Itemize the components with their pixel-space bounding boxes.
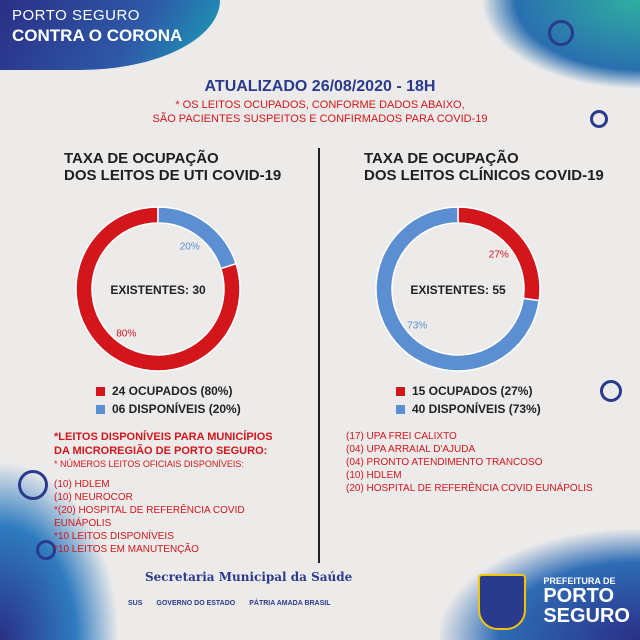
data-label: 73%	[407, 320, 427, 331]
footer-secretaria: Secretaria Municipal da Saúde	[145, 570, 353, 584]
legend-label: 40 DISPONÍVEIS (73%)	[412, 402, 541, 416]
legend-label: 06 DISPONÍVEIS (20%)	[112, 402, 241, 416]
legend: 24 OCUPADOS (80%) 06 DISPONÍVEIS (20%)	[96, 384, 241, 420]
brand-logo: PORTO SEGURO CONTRA O CORONA	[12, 8, 182, 44]
center-label: EXISTENTES: 55	[410, 283, 506, 297]
list-item: *10 LEITOS DISPONÍVEIS	[54, 531, 174, 543]
panel-title-line1: TAXA DE OCUPAÇÃO	[364, 150, 519, 167]
updated-date: ATUALIZADO 26/08/2020 - 18H	[204, 78, 436, 95]
legend: 15 OCUPADOS (27%) 40 DISPONÍVEIS (73%)	[396, 384, 541, 420]
notes-uti: *LEITOS DISPONÍVEIS PARA MUNICÍPIOS DA M…	[54, 430, 294, 556]
notes-title-line1: *LEITOS DISPONÍVEIS PARA MUNICÍPIOS	[54, 431, 273, 443]
list-item: *(20) HOSPITAL DE REFERÊNCIA COVID EUNÁP…	[54, 505, 245, 530]
governo-logo: GOVERNO DO ESTADO	[156, 600, 236, 607]
prefeitura-line2: PORTO	[543, 585, 615, 607]
list-item: (10) NEUROCOR	[54, 492, 133, 504]
city-crest-icon	[478, 574, 526, 630]
legend-swatch	[96, 386, 105, 396]
panel-title-line2: DOS LEITOS CLÍNICOS COVID-19	[364, 167, 604, 185]
prefeitura-logo: PREFEITURA DE PORTO SEGURO	[543, 576, 630, 627]
brasil-logo: PÁTRIA AMADA BRASIL	[249, 600, 331, 607]
panel-uti: TAXA DE OCUPAÇÃO DOS LEITOS DE UTI COVID…	[38, 150, 318, 416]
header: ATUALIZADO 26/08/2020 - 18H * OS LEITOS …	[0, 78, 640, 127]
virus-icon	[36, 540, 56, 560]
panel-title: TAXA DE OCUPAÇÃO DOS LEITOS CLÍNICOS COV…	[338, 150, 618, 185]
data-label: 80%	[116, 329, 136, 340]
list-item: *10 LEITOS EM MANUTENÇÃO	[54, 544, 199, 556]
list-item: (17) UPA FREI CALIXTO	[346, 431, 457, 442]
donut-chart-clinicos: 27% 73% EXISTENTES: 55	[375, 206, 541, 372]
pie-slice-disponíveis	[157, 206, 237, 270]
sus-logo: SUS	[128, 600, 143, 607]
legend-swatch	[396, 404, 405, 414]
list-item: (10) HDLEM	[54, 479, 110, 491]
virus-icon	[590, 110, 608, 128]
panel-title-line2: DOS LEITOS DE UTI COVID-19	[64, 167, 282, 185]
legend-item-available: 40 DISPONÍVEIS (73%)	[396, 402, 541, 416]
panel-title: TAXA DE OCUPAÇÃO DOS LEITOS DE UTI COVID…	[38, 150, 318, 185]
legend-item-occupied: 15 OCUPADOS (27%)	[396, 384, 541, 398]
notes-subtitle: * NÚMEROS LEITOS OFICIAIS DISPONÍVEIS:	[54, 458, 244, 469]
pie-slice-disponíveis	[375, 206, 541, 372]
decor-corner-bottom-right	[440, 530, 640, 640]
legend-label: 15 OCUPADOS (27%)	[412, 384, 533, 398]
legend-item-occupied: 24 OCUPADOS (80%)	[96, 384, 241, 398]
list-item: (04) UPA ARRAIAL D'AJUDA	[346, 444, 476, 455]
brand-line2: CONTRA O CORONA	[12, 26, 183, 45]
center-label: EXISTENTES: 30	[110, 283, 206, 297]
prefeitura-line3: SEGURO	[543, 605, 630, 627]
panel-title-line1: TAXA DE OCUPAÇÃO	[64, 150, 219, 167]
header-note: * OS LEITOS OCUPADOS, CONFORME DADOS ABA…	[0, 99, 640, 127]
list-item: (20) HOSPITAL DE REFERÊNCIA COVID EUNÁPO…	[346, 483, 593, 494]
legend-label: 24 OCUPADOS (80%)	[112, 384, 233, 398]
brand-line1: PORTO SEGURO	[12, 7, 140, 24]
panel-clinicos: TAXA DE OCUPAÇÃO DOS LEITOS CLÍNICOS COV…	[338, 150, 618, 416]
data-label: 27%	[489, 250, 509, 261]
list-item: (04) PRONTO ATENDIMENTO TRANCOSO	[346, 457, 543, 468]
legend-item-available: 06 DISPONÍVEIS (20%)	[96, 402, 241, 416]
legend-swatch	[396, 386, 405, 396]
prefeitura-line1: PREFEITURA DE	[543, 576, 616, 586]
virus-icon	[600, 380, 622, 402]
notes-title-line2: DA MICROREGIÃO DE PORTO SEGURO:	[54, 445, 268, 458]
header-note-line2: SÃO PACIENTES SUSPEITOS E CONFIRMADOS PA…	[152, 112, 488, 125]
donut-chart-uti: 80% 20% EXISTENTES: 30	[75, 206, 241, 372]
pie-slice-ocupados	[75, 206, 241, 372]
notes-clinicos: (17) UPA FREI CALIXTO (04) UPA ARRAIAL D…	[346, 430, 606, 495]
data-label: 20%	[180, 241, 200, 252]
partner-logos: SUS GOVERNO DO ESTADO PÁTRIA AMADA BRASI…	[128, 600, 331, 607]
list-item: (10) HDLEM	[346, 470, 402, 481]
virus-icon	[548, 20, 574, 46]
header-note-line1: * OS LEITOS OCUPADOS, CONFORME DADOS ABA…	[175, 99, 465, 111]
divider	[318, 148, 320, 563]
virus-icon	[18, 470, 48, 500]
legend-swatch	[96, 404, 105, 414]
